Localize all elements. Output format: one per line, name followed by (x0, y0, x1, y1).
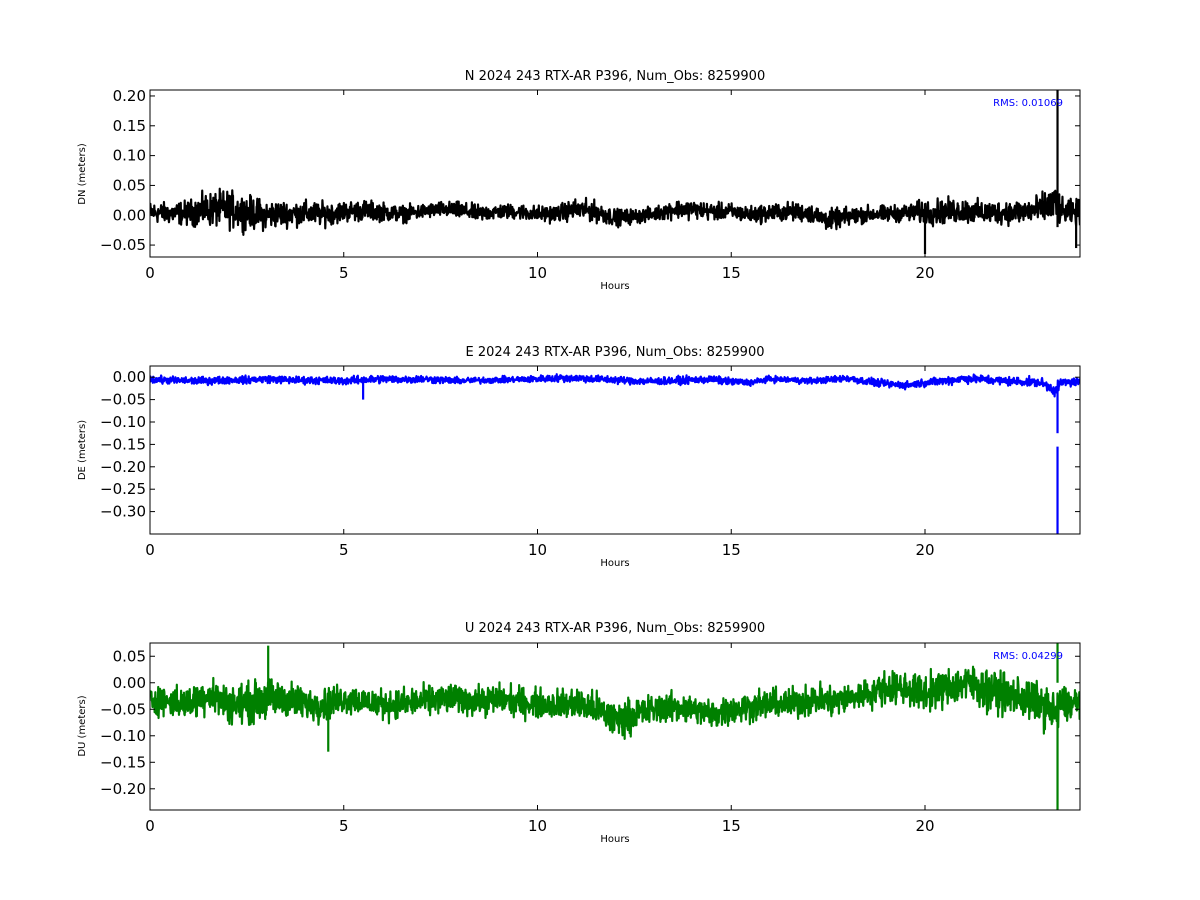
y-tick-label: 0.15 (113, 117, 146, 135)
x-tick-label: 10 (528, 264, 547, 282)
y-axis-label: DU (meters) (77, 695, 88, 756)
y-tick-label: 0.05 (113, 176, 146, 194)
plot-frame (149, 89, 1081, 258)
y-tick-label: 0.20 (113, 87, 146, 105)
x-tick-label: 5 (339, 817, 349, 835)
y-tick-label: −0.10 (100, 727, 146, 745)
x-tick-label: 20 (915, 541, 934, 559)
y-tick-label: 0.00 (113, 674, 146, 692)
series-line (150, 373, 1080, 398)
y-tick-label: −0.15 (100, 753, 146, 771)
x-tick-label: 5 (339, 541, 349, 559)
y-tick-label: −0.15 (100, 435, 146, 453)
panel-n: N 2024 243 RTX-AR P396, Num_Obs: 8259900… (77, 69, 1081, 292)
y-tick-label: 0.00 (113, 206, 146, 224)
y-tick-label: −0.30 (100, 503, 146, 521)
x-tick-label: 20 (915, 817, 934, 835)
y-tick-label: −0.05 (100, 391, 146, 409)
y-tick-label: −0.10 (100, 413, 146, 431)
y-tick-label: −0.05 (100, 236, 146, 254)
y-tick-label: −0.20 (100, 780, 146, 798)
x-tick-label: 15 (722, 264, 741, 282)
x-tick-label: 15 (722, 541, 741, 559)
x-tick-label: 0 (145, 541, 155, 559)
rms-label: RMS: 0.01069 (993, 98, 1063, 109)
panel-u: U 2024 243 RTX-AR P396, Num_Obs: 8259900… (77, 621, 1081, 845)
x-tick-label: 0 (145, 817, 155, 835)
panel-e: E 2024 243 RTX-AR P396, Num_Obs: 8259900… (77, 345, 1081, 569)
x-axis-label: Hours (600, 558, 629, 569)
plot-frame (149, 642, 1081, 811)
x-axis-label: Hours (600, 834, 629, 845)
x-tick-label: 20 (915, 264, 934, 282)
y-tick-label: 0.10 (113, 147, 146, 165)
y-tick-label: 0.00 (113, 368, 146, 386)
y-axis-label: DN (meters) (77, 143, 88, 205)
x-tick-label: 15 (722, 817, 741, 835)
plot-frame (149, 365, 1081, 535)
y-tick-label: −0.05 (100, 700, 146, 718)
x-tick-label: 10 (528, 541, 547, 559)
rms-label: RMS: 0.04299 (993, 651, 1063, 662)
x-axis-label: Hours (600, 281, 629, 292)
y-tick-label: −0.25 (100, 480, 146, 498)
x-tick-label: 0 (145, 264, 155, 282)
x-tick-label: 10 (528, 817, 547, 835)
x-tick-label: 5 (339, 264, 349, 282)
series-line (150, 665, 1080, 740)
y-tick-label: 0.05 (113, 647, 146, 665)
chart-title: N 2024 243 RTX-AR P396, Num_Obs: 8259900 (465, 69, 765, 84)
chart-title: E 2024 243 RTX-AR P396, Num_Obs: 8259900 (466, 345, 765, 360)
y-axis-label: DE (meters) (77, 420, 88, 480)
y-tick-label: −0.20 (100, 458, 146, 476)
chart-title: U 2024 243 RTX-AR P396, Num_Obs: 8259900 (465, 621, 765, 636)
